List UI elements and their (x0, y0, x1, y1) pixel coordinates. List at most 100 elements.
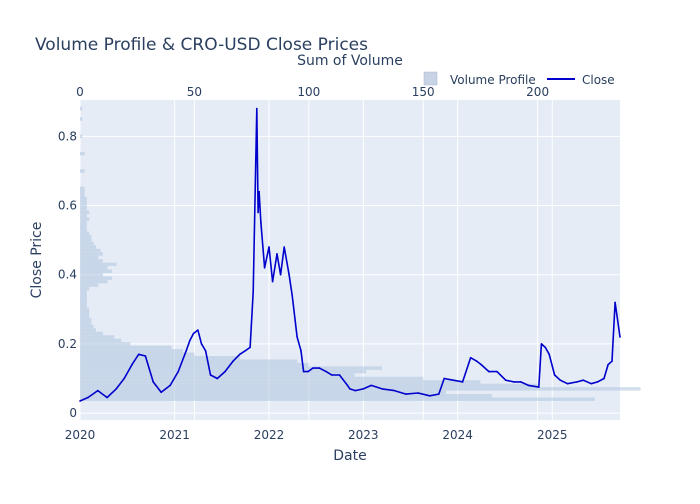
volume-bar (80, 286, 90, 291)
volume-bar (80, 359, 298, 363)
volume-bar (80, 169, 85, 173)
volume-bar (80, 314, 90, 318)
volume-bar (80, 345, 172, 350)
y-axis-title: Close Price (29, 222, 45, 299)
x-tick-label: 2021 (159, 428, 190, 442)
close-price-point (349, 388, 351, 390)
volume-bar (80, 238, 92, 242)
x-axis-title: Date (333, 448, 366, 464)
close-price-point (106, 396, 108, 399)
volume-bar (80, 307, 90, 312)
close-price-point (79, 400, 81, 402)
close-price-point (548, 353, 550, 356)
close-price-point (461, 381, 464, 383)
volume-bar (80, 362, 309, 367)
close-price-point (362, 388, 365, 390)
chart-title: Volume Profile & CRO-USD Close Prices (35, 35, 368, 55)
volume-bar (80, 252, 103, 256)
volume-bar (80, 328, 97, 332)
x2-tick-label: 100 (297, 85, 320, 99)
close-price-point (607, 363, 609, 366)
volume-bar (80, 300, 87, 305)
volume-bar (80, 324, 94, 329)
close-price-point (256, 107, 258, 110)
volume-bar (80, 210, 90, 215)
volume-bar (80, 376, 424, 381)
y-tick-label: 0 (69, 406, 77, 420)
close-price-point (216, 377, 219, 380)
volume-bar (80, 335, 115, 339)
volume-bar (80, 369, 367, 374)
volume-bar (80, 380, 481, 384)
close-price-point (346, 384, 349, 387)
close-price-point (443, 377, 446, 380)
legend-label-close[interactable]: Close (582, 73, 615, 87)
volume-bar (80, 356, 241, 360)
close-price-point (611, 360, 613, 362)
volume-bar (80, 283, 99, 287)
volume-bar (80, 266, 108, 270)
volume-bar (80, 352, 195, 356)
close-price-point (249, 346, 251, 349)
x2-tick-label: 200 (526, 85, 549, 99)
volume-bar (80, 217, 90, 222)
close-price-point (97, 389, 99, 392)
close-price-point (87, 396, 89, 399)
close-price-point (519, 381, 522, 383)
close-price-point (540, 343, 543, 345)
close-price-point (488, 370, 490, 373)
close-price-point (204, 350, 207, 352)
volume-bar (80, 186, 85, 190)
close-price-point (370, 384, 373, 387)
close-price-point (354, 389, 357, 392)
close-price-point (260, 222, 262, 224)
volume-bar (80, 193, 85, 197)
legend-label-volume-profile[interactable]: Volume Profile (450, 73, 536, 87)
close-price-point (544, 346, 547, 349)
close-price-point (137, 353, 140, 356)
close-price-point (252, 291, 254, 293)
close-price-point (582, 379, 585, 382)
volume-bar (80, 214, 87, 218)
close-price-point (131, 363, 133, 366)
close-price-point (318, 367, 321, 369)
volume-bar (80, 234, 92, 239)
close-price-point (527, 384, 530, 387)
volume-bar (80, 311, 90, 315)
legend-swatch-volume-profile[interactable] (423, 71, 438, 86)
x2-axis-title: Sum of Volume (297, 53, 403, 69)
close-price-point (144, 355, 147, 357)
volume-bar (80, 221, 87, 225)
volume-bar (80, 106, 83, 111)
close-price-point (553, 374, 556, 376)
close-price-point (393, 389, 396, 392)
volume-bar (80, 304, 87, 308)
volume-bar (80, 231, 90, 235)
close-price-point (496, 370, 498, 373)
volume-bar (80, 262, 117, 267)
y-tick-label: 0.2 (58, 337, 77, 351)
legend[interactable]: Volume Profile Close (423, 71, 615, 87)
volume-bar (80, 293, 87, 298)
close-price-point (596, 381, 599, 383)
close-price-point (428, 394, 431, 397)
close-price-point (279, 273, 282, 276)
volume-bar (80, 390, 447, 395)
volume-bar (80, 248, 101, 253)
close-price-point (325, 370, 327, 373)
x-tick-label: 2025 (537, 428, 568, 442)
close-price-point (115, 388, 117, 390)
close-price-point (232, 360, 234, 362)
close-price-point (437, 393, 440, 395)
close-price-point (576, 381, 578, 383)
volume-bar (80, 366, 383, 370)
volume-bar (80, 297, 87, 301)
volume-bar (80, 394, 492, 398)
volume-bar (80, 290, 87, 294)
close-price-point (123, 377, 126, 380)
x-tick-label: 2023 (348, 428, 379, 442)
close-price-point (302, 370, 305, 373)
volume-bar (80, 279, 108, 284)
close-price-point (504, 379, 507, 382)
